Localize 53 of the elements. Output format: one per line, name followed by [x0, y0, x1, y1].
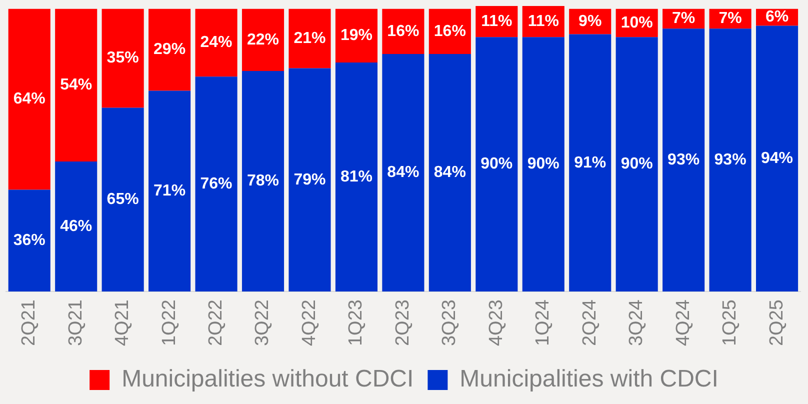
- data-label: 19%: [340, 27, 372, 44]
- x-tick-label: 2Q22: [206, 300, 227, 346]
- x-tick-label: 3Q24: [626, 299, 648, 346]
- data-label: 11%: [481, 12, 512, 30]
- data-label: 90%: [620, 156, 653, 173]
- data-label: 10%: [620, 14, 653, 32]
- data-label: 90%: [527, 156, 560, 173]
- data-label: 36%: [13, 232, 46, 250]
- x-tick-label: 4Q22: [298, 300, 320, 346]
- x-tick-label: 1Q22: [158, 300, 180, 346]
- data-label: 21%: [294, 30, 326, 47]
- data-label: 79%: [294, 171, 326, 188]
- data-label: 6%: [765, 8, 789, 26]
- x-tick-label: 2Q23: [392, 300, 414, 346]
- data-label: 7%: [672, 10, 696, 28]
- data-label: 93%: [668, 151, 700, 168]
- data-label: 81%: [340, 168, 372, 186]
- data-label: 84%: [434, 164, 466, 182]
- data-label: 7%: [718, 10, 742, 28]
- legend-label: Municipalities with CDCI: [460, 366, 718, 393]
- data-label: 46%: [60, 218, 92, 235]
- x-tick-label: 4Q21: [112, 300, 134, 346]
- x-tick-label: 1Q24: [532, 299, 554, 346]
- data-label: 78%: [246, 172, 280, 190]
- data-label: 91%: [574, 154, 606, 172]
- data-label: 65%: [106, 191, 139, 208]
- x-tick-label: 1Q25: [720, 300, 741, 346]
- data-label: 71%: [154, 182, 186, 200]
- data-label: 90%: [480, 156, 513, 173]
- data-label: 9%: [578, 12, 602, 30]
- x-tick-label: 3Q21: [65, 300, 86, 346]
- data-label: 16%: [387, 22, 420, 40]
- x-tick-label: 3Q22: [252, 300, 274, 346]
- data-label: 94%: [761, 150, 794, 168]
- data-label: 54%: [60, 76, 92, 94]
- x-tick-label: 2Q21: [18, 300, 40, 346]
- x-tick-label: 1Q23: [346, 300, 367, 346]
- data-label: 11%: [528, 12, 559, 30]
- data-label: 16%: [434, 22, 466, 40]
- legend-label: Municipalities without CDCI: [122, 366, 414, 393]
- data-label: 84%: [387, 164, 420, 182]
- x-tick-label: 2Q25: [766, 300, 788, 346]
- x-tick-label: 2Q24: [579, 299, 600, 346]
- data-label: 35%: [106, 50, 139, 67]
- data-label: 76%: [200, 176, 232, 193]
- data-label: 64%: [13, 90, 46, 108]
- x-tick-label: 4Q23: [486, 300, 507, 346]
- x-tick-label: 4Q24: [672, 299, 694, 346]
- data-label: 24%: [200, 34, 232, 52]
- data-label: 93%: [714, 151, 746, 168]
- data-label: 22%: [246, 31, 280, 48]
- x-tick-label: 3Q23: [439, 300, 460, 346]
- data-label: 29%: [154, 41, 186, 58]
